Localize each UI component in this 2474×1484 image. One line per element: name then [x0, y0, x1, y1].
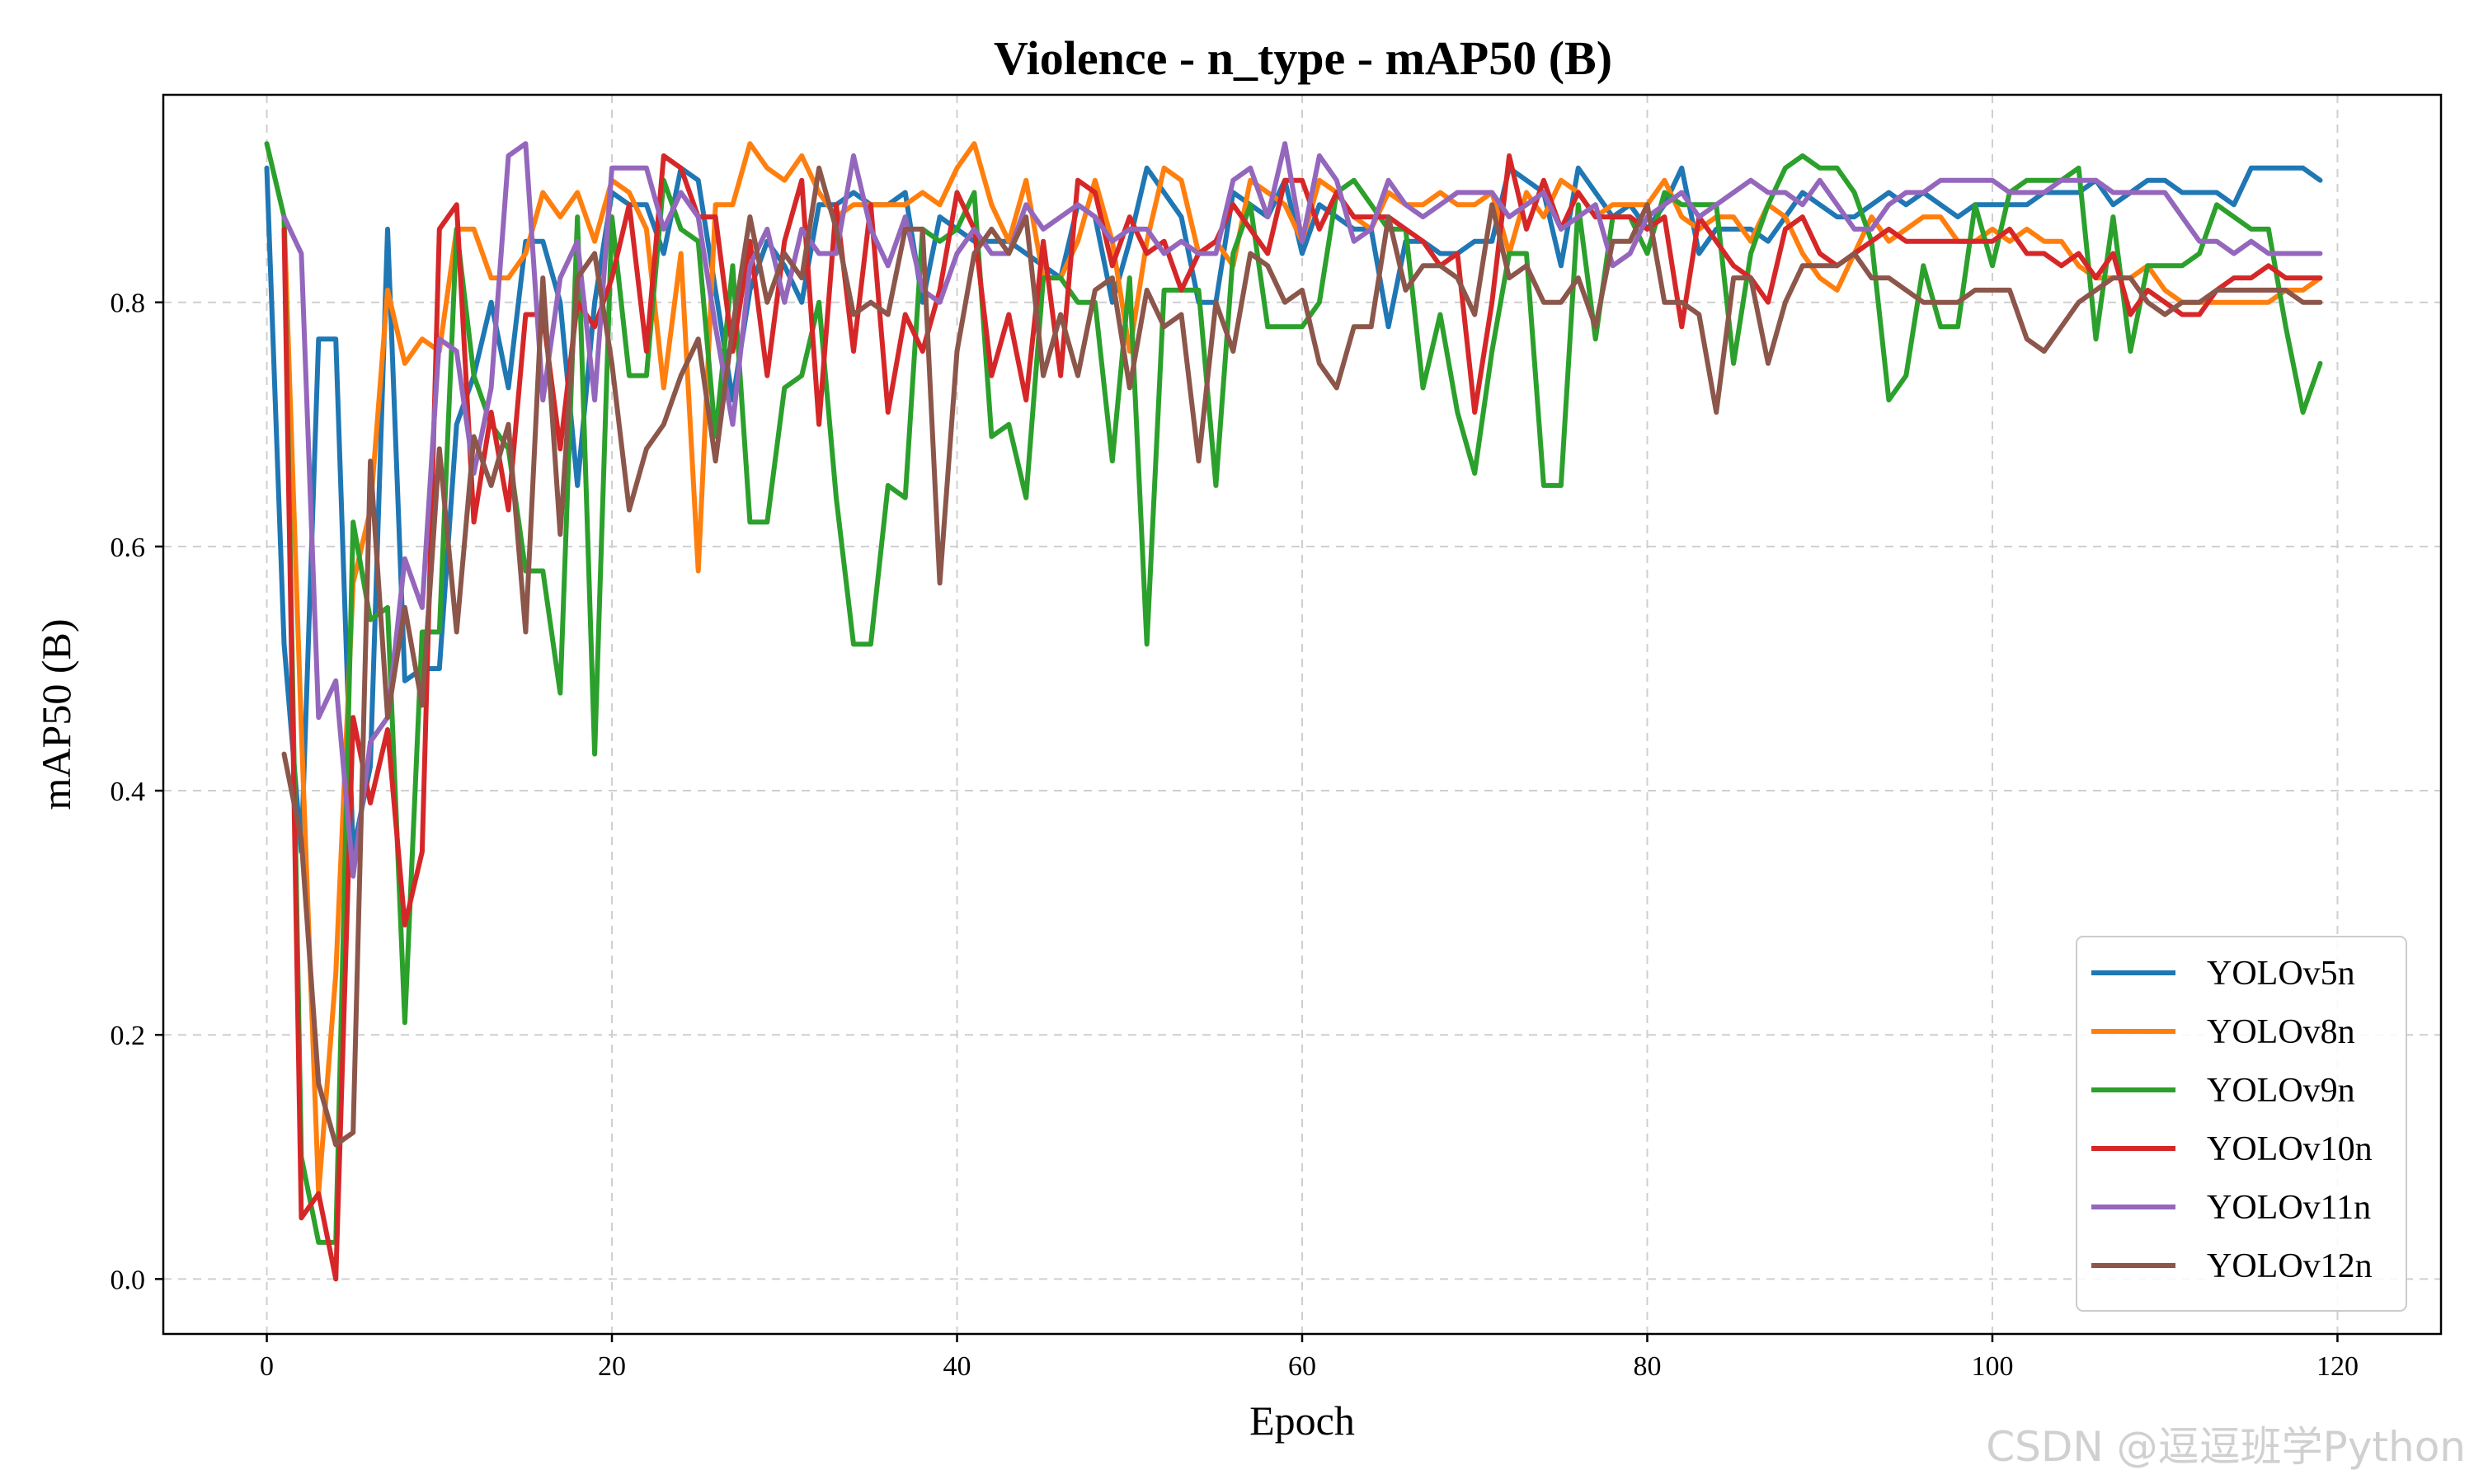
- x-tick-label: 100: [1971, 1351, 2013, 1382]
- x-tick-label: 80: [1633, 1351, 1661, 1382]
- legend-label: YOLOv11n: [2207, 1189, 2371, 1227]
- x-tick-label: 60: [1288, 1351, 1316, 1382]
- x-tick-label: 40: [943, 1351, 971, 1382]
- legend: YOLOv5n YOLOv8n YOLOv9n YOLOv10n YOLOv11n YOL…: [2076, 936, 2407, 1312]
- y-tick-label: 0.0: [111, 1265, 146, 1295]
- series-line-yolov12n: [281, 165, 2323, 1148]
- series-line-yolov10n: [281, 153, 2323, 1282]
- y-tick-label: 0.8: [111, 289, 146, 319]
- x-tick-label: 120: [2316, 1351, 2359, 1382]
- series-lines: [264, 141, 2323, 1282]
- y-tick-label: 0.4: [111, 777, 146, 807]
- chart-title: Violence - n_type - mAP50 (B): [994, 31, 1612, 85]
- legend-label: YOLOv12n: [2207, 1247, 2373, 1285]
- x-axis-label: Epoch: [1249, 1397, 1355, 1444]
- x-tick-label: 20: [598, 1351, 626, 1382]
- legend-label: YOLOv8n: [2207, 1013, 2355, 1051]
- legend-label: YOLOv5n: [2207, 955, 2355, 993]
- legend-label: YOLOv10n: [2207, 1130, 2373, 1168]
- y-axis-label: mAP50 (B): [33, 619, 79, 810]
- legend-label: YOLOv9n: [2207, 1072, 2355, 1110]
- y-tick-label: 0.2: [111, 1021, 146, 1051]
- series-line-yolov11n: [281, 141, 2323, 879]
- y-tick-label: 0.6: [111, 533, 146, 563]
- axis-ticks: 0 20 40 60 80 100 120 0.0 0.2 0.4 0.6 0.8: [111, 289, 2359, 1382]
- watermark-text: CSDN @逗逗班学Python: [1986, 1423, 2466, 1471]
- series-line-yolov9n: [264, 141, 2323, 1245]
- x-tick-label: 0: [260, 1351, 274, 1382]
